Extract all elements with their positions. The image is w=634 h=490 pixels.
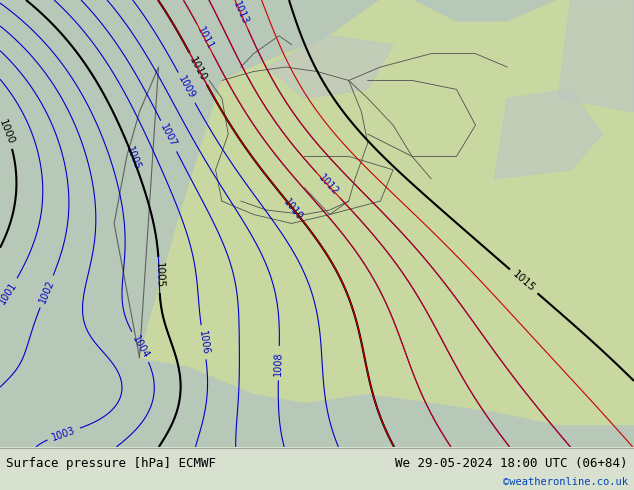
Text: We 29-05-2024 18:00 UTC (06+84): We 29-05-2024 18:00 UTC (06+84) [395, 457, 628, 470]
Text: 1012: 1012 [316, 173, 340, 198]
Text: 1005: 1005 [153, 262, 165, 288]
Text: 1009: 1009 [176, 74, 197, 101]
Text: 1010: 1010 [188, 55, 209, 83]
Polygon shape [266, 36, 393, 98]
Text: Surface pressure [hPa] ECMWF: Surface pressure [hPa] ECMWF [6, 457, 216, 470]
Polygon shape [558, 0, 634, 112]
Polygon shape [95, 0, 634, 447]
Text: 1010: 1010 [282, 196, 305, 222]
Polygon shape [139, 0, 634, 424]
Text: 1008: 1008 [273, 351, 284, 375]
Text: 1000: 1000 [0, 118, 16, 146]
Text: 1007: 1007 [158, 123, 179, 149]
Text: 1011: 1011 [195, 25, 215, 52]
Text: 1006: 1006 [197, 329, 210, 355]
Text: ©weatheronline.co.uk: ©weatheronline.co.uk [503, 477, 628, 487]
Text: 1001: 1001 [0, 280, 19, 306]
Text: 1003: 1003 [50, 425, 77, 442]
Polygon shape [495, 89, 602, 179]
Text: 1015: 1015 [510, 269, 537, 294]
Polygon shape [0, 0, 95, 447]
Text: 1004: 1004 [130, 334, 151, 360]
Text: 1002: 1002 [37, 278, 56, 305]
Text: 1013: 1013 [231, 0, 250, 26]
Polygon shape [0, 0, 634, 447]
Text: 1005: 1005 [124, 145, 143, 172]
